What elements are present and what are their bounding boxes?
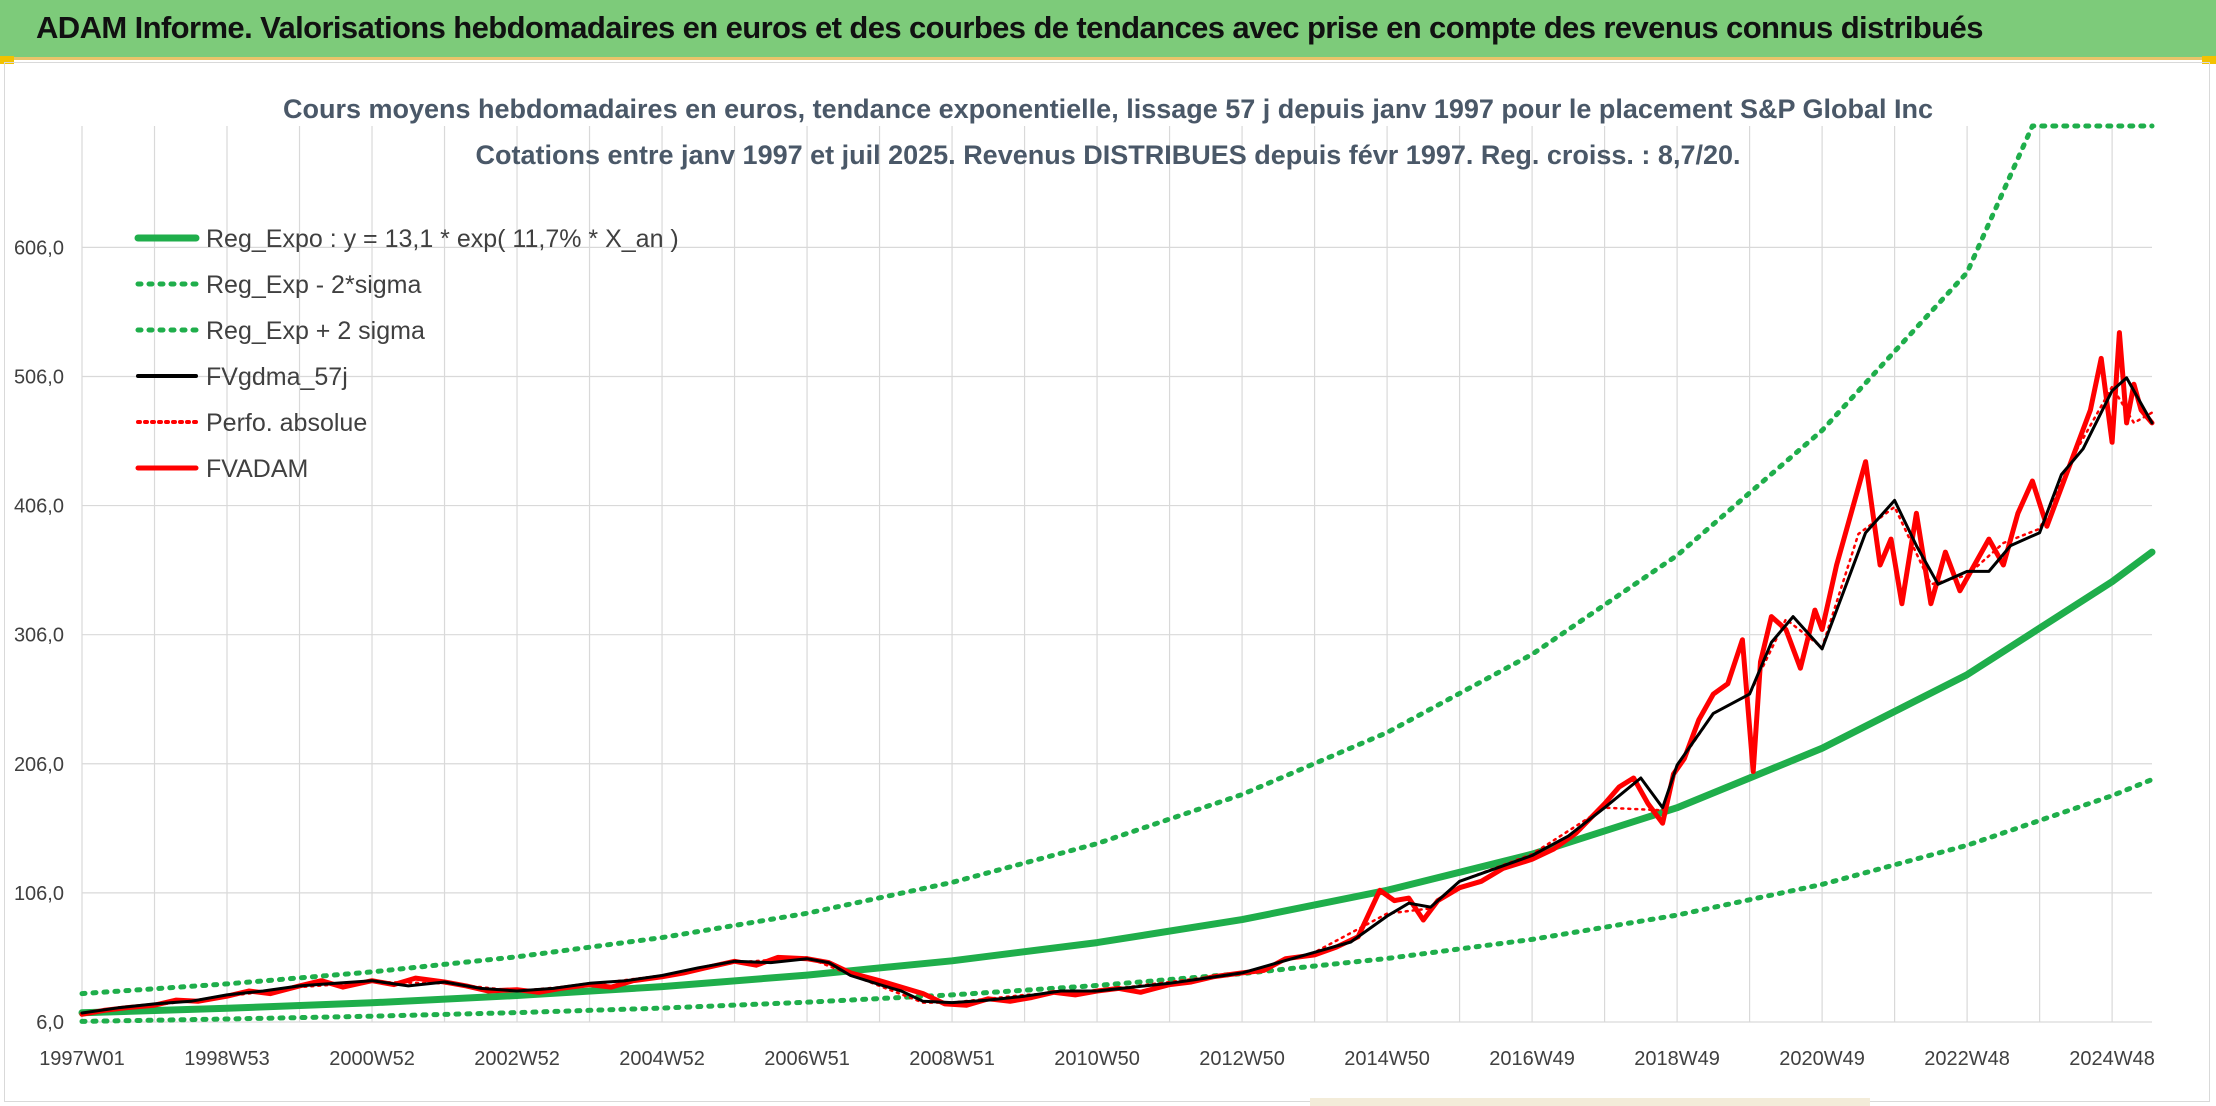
x-tick-label: 2024W48 bbox=[2069, 1048, 2155, 1070]
y-tick-label: 506,0 bbox=[14, 366, 64, 388]
series-line-6 bbox=[79, 330, 2155, 1017]
legend-label: Reg_Exp - 2*sigma bbox=[206, 271, 421, 299]
legend-label: Reg_Exp + 2 sigma bbox=[206, 317, 425, 345]
series-line-1 bbox=[78, 548, 2156, 1017]
bottom-strip bbox=[1310, 1098, 1870, 1106]
y-tick-label: 6,0 bbox=[36, 1012, 64, 1034]
x-tick-label: 2006W51 bbox=[764, 1048, 850, 1070]
legend: Reg_Expo : y = 13,1 * exp( 11,7% * X_an … bbox=[134, 225, 679, 483]
corner-marker-right bbox=[2202, 56, 2216, 64]
series-line-2 bbox=[79, 777, 2155, 1024]
legend-label: FVADAM bbox=[206, 455, 308, 483]
x-tick-label: 2016W49 bbox=[1489, 1048, 1575, 1070]
x-tick-label: 2000W52 bbox=[329, 1048, 415, 1070]
legend-label: Reg_Expo : y = 13,1 * exp( 11,7% * X_an … bbox=[206, 225, 679, 253]
corner-marker-left bbox=[0, 56, 14, 64]
x-tick-label: 2010W50 bbox=[1054, 1048, 1140, 1070]
x-tick-label: 2008W51 bbox=[909, 1048, 995, 1070]
series-line-4 bbox=[80, 376, 2154, 1015]
y-tick-label: 306,0 bbox=[14, 625, 64, 647]
series-line-5 bbox=[80, 385, 2154, 1016]
y-tick-label: 106,0 bbox=[14, 883, 64, 905]
x-tick-label: 2002W52 bbox=[474, 1048, 560, 1070]
report-title: ADAM Informe. Valorisations hebdomadaire… bbox=[36, 10, 1983, 45]
y-tick-label: 206,0 bbox=[14, 754, 64, 776]
y-axis-labels: 6,0 106,0 206,0 306,0 406,0 506,0 606,0 bbox=[14, 237, 64, 1034]
chart-title-line-1: Cours moyens hebdomadaires en euros, ten… bbox=[283, 94, 1933, 124]
report-header: ADAM Informe. Valorisations hebdomadaire… bbox=[0, 0, 2216, 60]
x-tick-label: 1997W01 bbox=[39, 1048, 125, 1070]
x-axis-labels: 1997W01 1998W53 2000W52 2002W52 2004W52 2006W… bbox=[39, 1048, 2155, 1070]
chart-frame bbox=[4, 62, 2210, 1102]
x-tick-label: 1998W53 bbox=[184, 1048, 270, 1070]
x-tick-label: 2018W49 bbox=[1634, 1048, 1720, 1070]
chart-title-line-2: Cotations entre janv 1997 et juil 2025. … bbox=[476, 140, 1741, 170]
legend-label: Perfo. absolue bbox=[206, 409, 367, 437]
gridlines bbox=[81, 126, 2152, 1023]
x-tick-label: 2020W49 bbox=[1779, 1048, 1865, 1070]
y-tick-label: 406,0 bbox=[14, 496, 64, 518]
x-tick-label: 2012W50 bbox=[1199, 1048, 1285, 1070]
x-tick-label: 2014W50 bbox=[1344, 1048, 1430, 1070]
y-tick-label: 606,0 bbox=[14, 237, 64, 259]
x-tick-label: 2004W52 bbox=[619, 1048, 705, 1070]
series-lines bbox=[78, 123, 2156, 1024]
series-line-3 bbox=[79, 123, 2155, 997]
x-tick-label: 2022W48 bbox=[1924, 1048, 2010, 1070]
legend-label: FVgdma_57j bbox=[206, 363, 348, 391]
